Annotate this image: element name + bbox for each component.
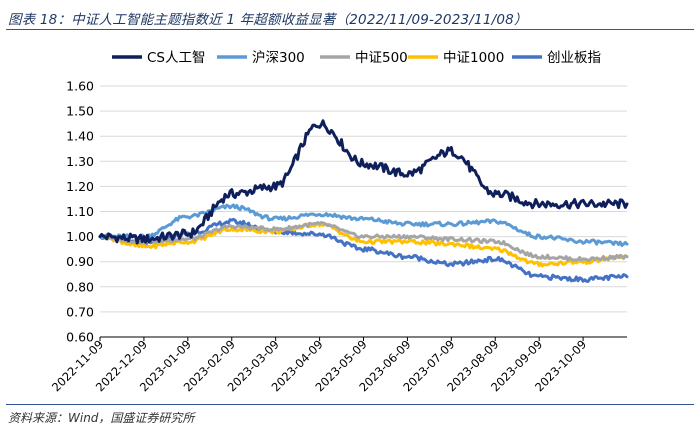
y-tick-label: 0.60 [66, 330, 94, 345]
legend-label: 沪深300 [252, 50, 305, 66]
y-tick-label: 0.90 [66, 254, 94, 269]
source-note: 资料来源：Wind，国盛证券研究所 [8, 411, 195, 425]
legend-label: 中证500 [355, 50, 408, 66]
title-divider [6, 29, 694, 30]
y-tick-label: 0.70 [66, 304, 94, 319]
series-line-1 [98, 119, 629, 245]
y-tick-label: 1.30 [66, 154, 94, 169]
series-line-4 [98, 221, 629, 268]
x-axis-ticks: 2022-11-092022-12-092023-01-092023-02-09… [49, 337, 589, 394]
legend-label: 创业板指 [547, 50, 601, 66]
series-line-2 [98, 203, 629, 247]
legend-label: 中证1000 [443, 50, 504, 66]
series-lines [98, 119, 629, 283]
y-tick-label: 1.00 [66, 229, 94, 244]
y-tick-label: 1.50 [66, 104, 94, 119]
y-tick-label: 1.60 [66, 79, 94, 94]
legend: CS人工智 沪深300 中证500 中证1000 创业板指 [112, 50, 601, 66]
figure-title: 图表 18：中证人工智能主题指数近 1 年超额收益显著（2022/11/09-2… [8, 12, 528, 28]
y-tick-label: 1.40 [66, 129, 94, 144]
series-line-3 [98, 221, 629, 262]
source-divider [6, 404, 694, 405]
y-axis-ticks: 0.60 0.70 0.80 0.90 1.00 1.10 1.20 1.30 1.40 1.50… [66, 79, 94, 345]
y-tick-label: 1.10 [66, 204, 94, 219]
y-tick-label: 0.80 [66, 279, 94, 294]
y-tick-label: 1.20 [66, 179, 94, 194]
series-line-5 [98, 217, 629, 283]
legend-label: CS人工智 [147, 50, 206, 66]
